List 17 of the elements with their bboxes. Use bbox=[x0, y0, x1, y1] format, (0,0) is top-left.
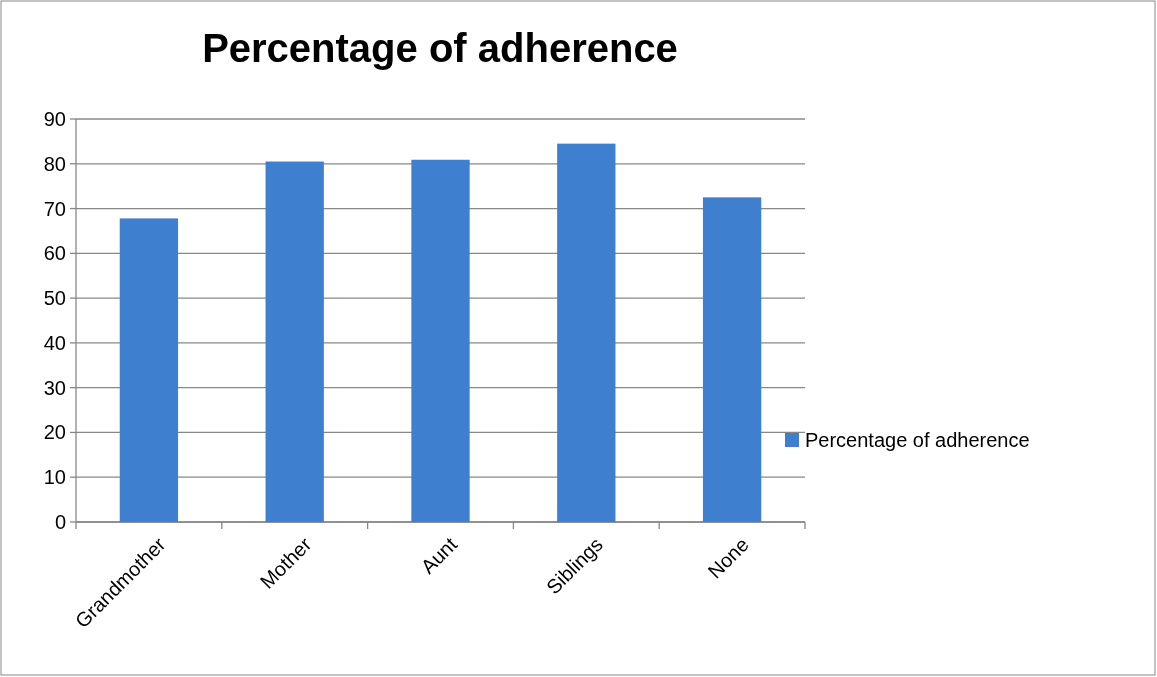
y-tick-label: 0 bbox=[54, 511, 66, 533]
bar bbox=[557, 143, 616, 522]
y-tick-label: 50 bbox=[43, 287, 66, 310]
chart-title: Percentage of adherence bbox=[202, 26, 678, 70]
y-tick-label: 10 bbox=[43, 466, 66, 489]
y-tick-label: 20 bbox=[43, 421, 66, 444]
bar bbox=[119, 218, 179, 522]
y-tick-label: 70 bbox=[43, 197, 66, 220]
bar bbox=[702, 197, 762, 522]
y-tick-label: 60 bbox=[43, 242, 66, 265]
legend-label: Percentage of adherence bbox=[805, 429, 1030, 451]
y-tick-label: 40 bbox=[43, 331, 66, 354]
bar bbox=[265, 161, 324, 522]
bar bbox=[411, 159, 470, 522]
y-tick-label: 90 bbox=[43, 108, 66, 130]
y-tick-label: 80 bbox=[43, 152, 66, 175]
y-tick-label: 30 bbox=[43, 376, 66, 399]
